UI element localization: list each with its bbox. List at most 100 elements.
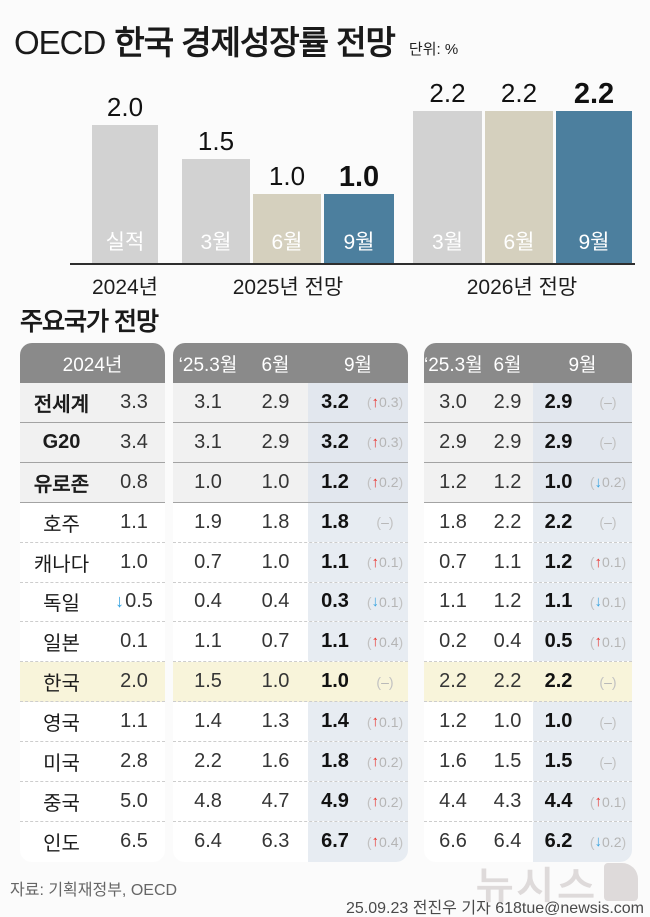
title-main: 한국 경제성장률 전망 — [114, 24, 396, 61]
value-m9: 6.7 — [308, 821, 362, 862]
table-row: 0.7 1.1 1.2( ↑ 0.1 ) — [424, 542, 632, 583]
table-row: G20 3.4 — [20, 422, 165, 463]
value-m6: 1.5 — [493, 750, 522, 773]
bar-value-label: 2.2 — [429, 78, 466, 108]
up-arrow-icon: ↑ — [371, 753, 380, 771]
paren-close: ) — [621, 793, 627, 810]
paren-close: ) — [398, 633, 404, 650]
change-badge: ( ↑ 0.1 ) — [584, 622, 632, 662]
up-arrow-icon: ↑ — [371, 713, 380, 731]
paren-close: ) — [398, 474, 404, 491]
change-badge: ( ↑ 0.2 ) — [362, 742, 408, 782]
down-arrow-icon: ↓ — [594, 593, 603, 611]
value-m3: 0.7 — [194, 550, 222, 573]
change-badge: ( ↑ 0.1 ) — [584, 782, 632, 821]
header-month: 9월 — [343, 354, 373, 376]
value-m3: 1.2 — [439, 710, 467, 733]
value-text: 0.1 — [120, 630, 148, 653]
table-row: 중국 5.0 — [20, 782, 165, 822]
value-m6: 1.6 — [261, 750, 290, 773]
table-rows: 3.1 2.9 3.2( ↑ 0.3 ) 3.1 2.9 3.2( ↑ 0.3 ) 1.0 1.0… — [173, 383, 408, 862]
value-text: 1.0 — [120, 550, 148, 573]
header-month: ‘25.3월 — [178, 354, 238, 376]
value-m9: 1.2 — [308, 462, 362, 502]
change-badge: ( ↓ 0.2 ) — [584, 462, 632, 502]
change-badge: ( – ) — [584, 383, 632, 422]
change-value: 0.1 — [379, 593, 399, 610]
value-2024: 3.3 — [103, 391, 165, 414]
paren-close: ) — [611, 673, 617, 690]
change-value: – — [604, 394, 612, 411]
country-label: 캐나다 — [33, 553, 90, 576]
bar-2025년 전망-3월: 3월 — [182, 159, 250, 263]
header-month: ‘25.3월 — [424, 354, 483, 376]
bar-chart: 실적 2.0 2024년 3월 1.5 6월 1.0 9월 1.0 2025년 전망 3월 2.2 6월… — [0, 78, 650, 299]
paren-open: ( — [599, 753, 605, 770]
value-m9: 4.9 — [308, 782, 362, 821]
bar-value-label: 1.0 — [338, 161, 380, 193]
value-m6: 1.0 — [261, 670, 290, 693]
newsis-logo-text: 뉴시스 — [475, 864, 598, 907]
table-row: 전세계 3.3 — [20, 383, 165, 423]
title-prefix: OECD — [14, 24, 106, 61]
country-label: G20 — [42, 430, 81, 453]
value-text: 5.0 — [120, 790, 148, 813]
bar-value-label: 2.2 — [500, 78, 538, 108]
bar-month-label: 9월 — [343, 231, 375, 254]
table-row: 영국 1.1 — [20, 702, 165, 743]
header-month: 6월 — [493, 354, 522, 376]
value-m6: 2.9 — [261, 390, 290, 413]
value-m9: 2.9 — [533, 383, 584, 422]
value-m6: 2.2 — [493, 510, 522, 533]
value-m9: 3.2 — [308, 422, 362, 462]
table-row: 독일 ↓0.5 — [20, 583, 165, 623]
country-label: 인도 — [43, 833, 80, 856]
value-m9: 1.0 — [533, 702, 584, 742]
table-row: 한국 2.0 — [20, 662, 165, 703]
table-row: 0.7 1.0 1.1( ↑ 0.1 ) — [173, 542, 408, 583]
value-m6: 2.2 — [493, 670, 522, 693]
table-col-group-2: ‘25.3월 6월 9월 3.0 2.9 2.9( – ) 2.9 2.9 2.9( – ) 1.… — [424, 343, 632, 862]
value-2024: 1.1 — [103, 511, 165, 534]
table-row: 3.0 2.9 2.9( – ) — [424, 383, 632, 423]
table-col-group-0: 2024년 전세계 3.3 G20 3.4 유로존 0.8 호주 1.1 캐나다 1.0 독일 ↓0.5… — [20, 343, 165, 862]
value-m6: 0.4 — [261, 590, 290, 613]
value-text: 1.1 — [120, 710, 148, 733]
source-note: 자료: 기획재정부, OECD — [10, 882, 178, 899]
bar-value-label: 1.5 — [197, 126, 235, 156]
change-badge: ( – ) — [584, 702, 632, 742]
up-arrow-icon: ↑ — [371, 553, 380, 571]
change-badge: ( – ) — [584, 502, 632, 542]
bar-2026년 전망-9월: 9월 — [556, 111, 632, 263]
value-m6: 2.9 — [493, 390, 522, 413]
up-arrow-icon: ↑ — [371, 633, 380, 651]
change-badge: ( – ) — [584, 742, 632, 782]
section-title: 주요국가 전망 — [20, 308, 159, 336]
paren-close: ) — [611, 753, 617, 770]
change-value: 0.2 — [379, 753, 399, 770]
value-m9: 1.0 — [308, 662, 362, 702]
value-m6: 2.9 — [493, 430, 522, 453]
value-m9: 1.4 — [308, 702, 362, 742]
table-row: 1.2 1.0 1.0( – ) — [424, 702, 632, 743]
table-header: 2024년 — [20, 343, 165, 383]
bar-value-label: 2.2 — [573, 78, 615, 110]
value-m9: 2.2 — [533, 662, 584, 702]
forecast-table: 2024년 전세계 3.3 G20 3.4 유로존 0.8 호주 1.1 캐나다 1.0 독일 ↓0.5… — [0, 343, 650, 863]
bar-2024년-실적: 실적 — [92, 125, 158, 263]
value-m3: 0.2 — [439, 630, 467, 653]
table-row: 인도 6.5 — [20, 822, 165, 862]
paren-open: ( — [366, 554, 372, 571]
up-arrow-icon: ↑ — [371, 833, 380, 851]
header-2024: 2024년 — [62, 354, 123, 376]
table-row: 유로존 0.8 — [20, 462, 165, 503]
paren-close: ) — [388, 673, 394, 690]
table-header: ‘25.3월 6월 9월 — [424, 343, 632, 383]
value-2024: 3.4 — [103, 431, 165, 454]
value-text: 3.3 — [120, 390, 148, 413]
change-badge: ( – ) — [584, 662, 632, 702]
change-value: 0.1 — [602, 593, 622, 610]
country-label: 전세계 — [33, 393, 90, 416]
value-m3: 4.4 — [439, 790, 467, 813]
value-m3: 1.4 — [194, 710, 222, 733]
